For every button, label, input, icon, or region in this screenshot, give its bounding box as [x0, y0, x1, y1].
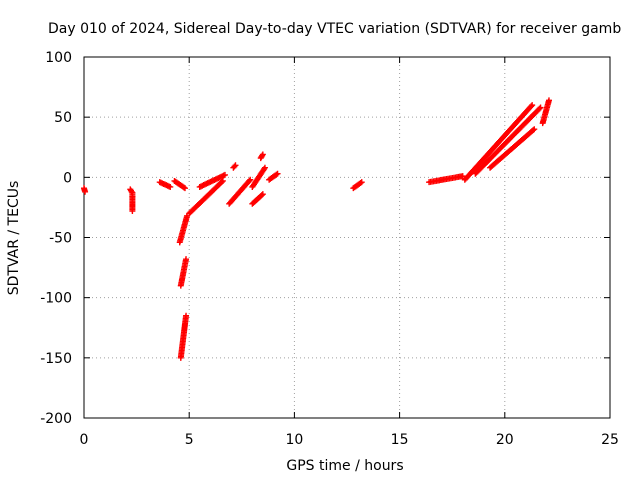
- data-point: [545, 97, 552, 104]
- y-tick-label: 50: [54, 110, 72, 126]
- data-point: [247, 176, 254, 183]
- data-point: [128, 188, 135, 195]
- axis-ticks: 0 5 10 15 20 25 -200 -150 -100 -50 0 50 100: [40, 50, 619, 448]
- data-point: [530, 127, 537, 134]
- data-point: [231, 163, 238, 170]
- data-point: [129, 208, 136, 215]
- data-point: [167, 183, 174, 190]
- data-point: [358, 179, 365, 186]
- x-tick-label: 10: [285, 432, 303, 448]
- data-point: [259, 191, 266, 198]
- data-point: [181, 185, 188, 192]
- data-point: [261, 165, 268, 172]
- data-point: [459, 173, 466, 180]
- data-point: [218, 178, 225, 185]
- x-tick-label: 20: [496, 432, 514, 448]
- y-axis-title: SDTVAR / TECUs: [6, 181, 22, 296]
- data-point: [82, 188, 89, 195]
- grid-lines: [84, 57, 610, 418]
- data-point: [528, 103, 535, 110]
- data-point: [258, 192, 265, 199]
- y-tick-label: -100: [40, 291, 72, 307]
- y-tick-label: 100: [45, 50, 72, 66]
- data-point: [183, 312, 190, 319]
- data-point: [357, 180, 364, 187]
- data-point: [531, 126, 538, 133]
- data-point: [183, 256, 190, 263]
- data-point: [273, 171, 280, 178]
- data-point: [232, 162, 239, 169]
- y-tick-label: -150: [40, 351, 72, 367]
- data-point: [221, 171, 228, 178]
- x-axis-title: GPS time / hours: [286, 458, 403, 474]
- x-tick-label: 5: [185, 432, 194, 448]
- x-tick-label: 15: [391, 432, 409, 448]
- x-tick-label: 25: [601, 432, 619, 448]
- data-point: [274, 170, 281, 177]
- y-tick-label: 0: [63, 170, 72, 186]
- data-point: [259, 152, 266, 159]
- chart-title: Day 010 of 2024, Sidereal Day-to-day VTE…: [48, 21, 621, 37]
- x-tick-label: 0: [80, 432, 89, 448]
- data-point: [537, 104, 544, 111]
- data-point: [246, 177, 253, 184]
- data-point: [259, 151, 266, 158]
- data-points: [81, 97, 552, 361]
- data-point: [261, 164, 268, 171]
- data-point: [536, 105, 543, 112]
- y-tick-label: -200: [40, 411, 72, 427]
- y-tick-label: -50: [49, 231, 72, 247]
- data-point: [529, 102, 536, 109]
- data-point: [180, 184, 187, 191]
